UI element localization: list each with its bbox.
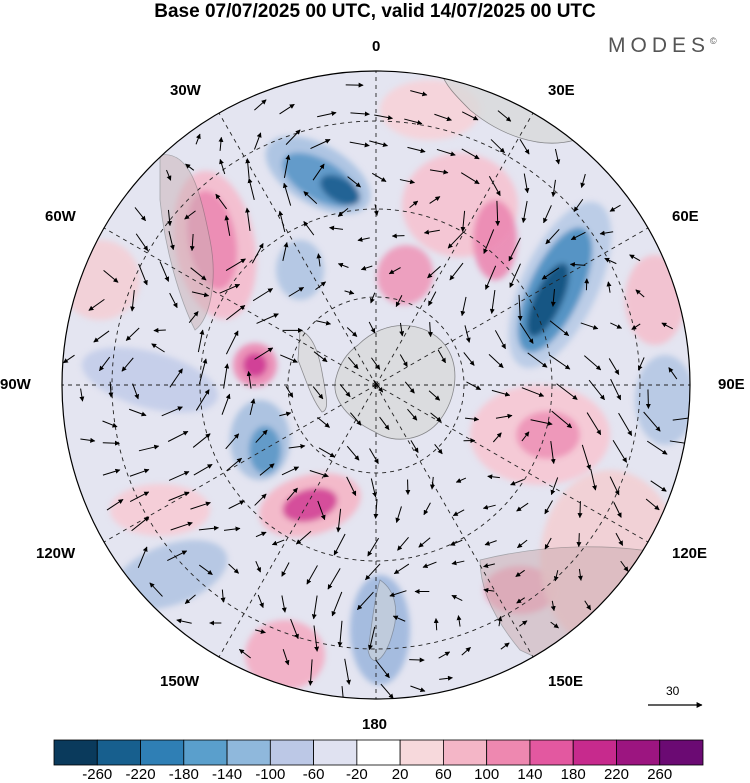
colorbar-swatch (183, 739, 228, 766)
colorbar-swatch (486, 739, 531, 766)
longitude-label-150w: 150W (160, 673, 200, 690)
longitude-label-120w: 120W (36, 545, 76, 562)
svg-text:+: + (372, 379, 379, 393)
graticule: + (62, 71, 690, 699)
colorbar-tick-label: -260 (82, 766, 113, 783)
colorbar-swatch (313, 739, 358, 766)
colorbar-swatch (356, 739, 401, 766)
colorbar-tick-label: 140 (517, 766, 543, 783)
colorbar-tick-label: -180 (168, 766, 199, 783)
longitude-label-0: 0 (372, 38, 381, 55)
colorbar-tick-label: -20 (346, 766, 368, 783)
colorbar-swatch (399, 739, 444, 766)
colorbar-tick-label: -60 (302, 766, 325, 783)
colorbar-tick-label: -220 (125, 766, 156, 783)
longitude-label-150e: 150E (548, 673, 584, 690)
colorbar-swatch (269, 739, 315, 766)
longitude-label-60e: 60E (672, 208, 699, 225)
colorbar-tick-label: -140 (212, 766, 243, 783)
colorbar-swatch (616, 739, 661, 766)
colorbar-swatch (659, 739, 704, 766)
longitude-label-180: 180 (362, 716, 388, 733)
longitude-label-30e: 30E (548, 82, 575, 99)
wind-vectors (62, 82, 690, 699)
brand-logo: MODES© (608, 34, 717, 57)
colorbar-tick-label: 180 (560, 766, 586, 783)
colorbar-swatch (572, 739, 617, 766)
colorbar-tick-label: -100 (255, 766, 286, 783)
colorbar-tick-label: 20 (391, 766, 409, 783)
reference-vector-label: 30 (666, 684, 680, 698)
colorbar (53, 739, 704, 766)
map-title: Base 07/07/2025 00 UTC, valid 14/07/2025… (154, 1, 596, 22)
colorbar-swatch (529, 739, 574, 766)
colorbar-swatch (442, 739, 488, 766)
longitude-label-90w: 90W (0, 376, 31, 393)
colorbar-tick-label: 260 (647, 766, 673, 783)
colorbar-swatch (96, 739, 141, 766)
colorbar-tick-label: 220 (603, 766, 629, 783)
colorbar-swatch (226, 739, 271, 766)
longitude-label-120e: 120E (672, 545, 708, 562)
colorbar-swatch (53, 739, 98, 766)
longitude-label-30w: 30W (170, 82, 201, 99)
colorbar-tick-label: 100 (474, 766, 500, 783)
longitude-label-60w: 60W (45, 208, 76, 225)
map-boundary (61, 70, 691, 700)
longitude-label-90e: 90E (718, 376, 745, 393)
colorbar-tick-label: 60 (435, 766, 452, 783)
colorbar-swatch (140, 739, 185, 766)
